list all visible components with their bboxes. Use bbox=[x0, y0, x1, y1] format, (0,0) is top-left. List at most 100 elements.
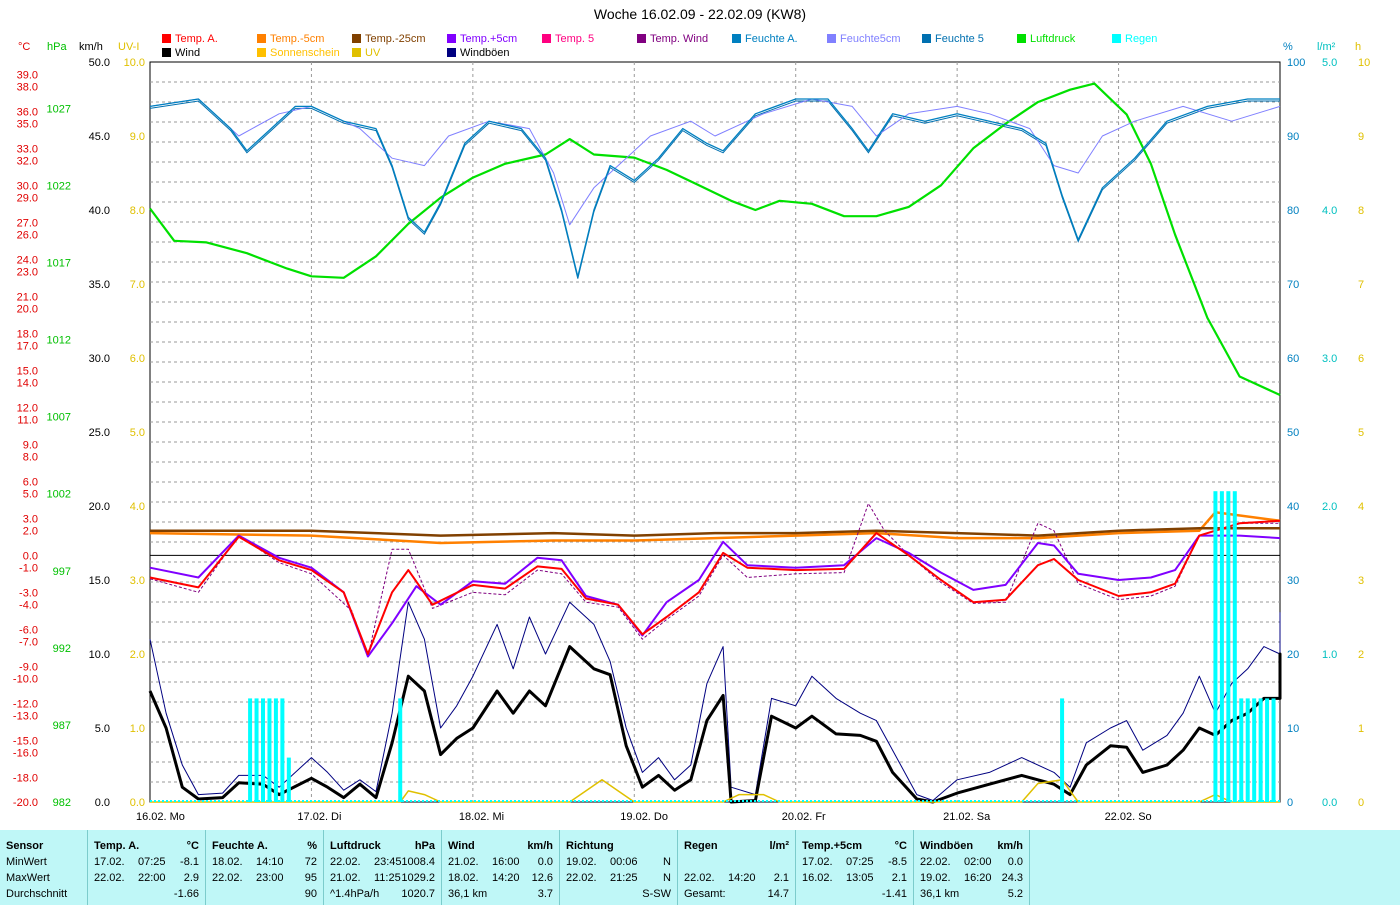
temp-tick-label: 11.0 bbox=[17, 415, 38, 427]
table-row: 17.02. 07:25 -8.1 bbox=[88, 854, 205, 870]
table-row: 17.02. 07:25 -8.5 bbox=[796, 854, 913, 870]
legend-label: Temp. 5 bbox=[555, 33, 595, 45]
legend-item: Windböen bbox=[447, 47, 510, 59]
table-cell: 1029.2 bbox=[401, 872, 435, 884]
wind-tick-label: 0.0 bbox=[95, 797, 110, 809]
rain-tick-label: 3.0 bbox=[1322, 353, 1337, 365]
table-cell: 23:45 bbox=[374, 856, 402, 868]
humidity-tick-label: 70 bbox=[1287, 279, 1299, 291]
temp-tick-label: 39.0 bbox=[17, 69, 38, 81]
series-temp-5cm bbox=[149, 510, 1281, 545]
series-feuchte5cm bbox=[149, 98, 1281, 226]
table-column: Regen l/m² 22.02. 14:20 2.1 Gesamt: 14.7 bbox=[678, 830, 796, 905]
table-cell: S-SW bbox=[642, 888, 671, 900]
legend-swatch bbox=[1112, 34, 1121, 43]
temp-tick-label: -10.0 bbox=[13, 674, 38, 686]
table-row: 22.02. 22:00 2.9 bbox=[88, 870, 205, 886]
table-row: 22.02. 14:20 2.1 bbox=[678, 870, 795, 886]
table-cell: -1.41 bbox=[881, 888, 907, 900]
table-cell: 36,1 km bbox=[920, 888, 960, 900]
plot-area bbox=[149, 61, 1281, 803]
table-cell: 2.1 bbox=[891, 872, 907, 884]
rain-bar bbox=[1226, 491, 1231, 802]
legend-item: Temp.+5cm bbox=[447, 33, 517, 45]
legend-item: Sonnenschein bbox=[257, 47, 340, 59]
temp-tick-label: 24.0 bbox=[17, 254, 38, 266]
temp-tick-label: 26.0 bbox=[17, 230, 38, 242]
table-row: 22.02. 23:00 95 bbox=[206, 870, 323, 886]
legend-item: Temp. Wind bbox=[637, 33, 708, 45]
table-column: Wind km/h 21.02. 16:00 0.0 18.02. 14:20 12.6 36,… bbox=[442, 830, 560, 905]
legend-label: Sonnenschein bbox=[270, 47, 340, 59]
legend-swatch bbox=[257, 34, 266, 43]
table-header-title: Temp.+5cm bbox=[802, 840, 863, 852]
legend-label: Windböen bbox=[460, 47, 510, 59]
uv-tick-label: 7.0 bbox=[130, 279, 145, 291]
humidity-tick-label: 0 bbox=[1287, 797, 1293, 809]
legend-item: UV bbox=[352, 47, 380, 59]
legend-item: Regen bbox=[1112, 33, 1157, 45]
table-row: 36,1 km 5.2 bbox=[914, 886, 1029, 902]
table-cell: 22.02. bbox=[920, 856, 951, 868]
table-cell: 16:20 bbox=[964, 872, 992, 884]
wind-tick-label: 30.0 bbox=[89, 353, 110, 365]
table-row: -1.41 bbox=[796, 886, 913, 902]
pressure-tick-label: 1007 bbox=[47, 412, 71, 424]
table-row: 90 bbox=[206, 886, 323, 902]
temp-tick-label: 12.0 bbox=[17, 402, 38, 414]
table-cell: 23:00 bbox=[256, 872, 284, 884]
table-cell: 13:05 bbox=[846, 872, 874, 884]
table-header: Wind km/h bbox=[442, 838, 559, 854]
sun-tick-label: 7 bbox=[1358, 279, 1364, 291]
table-cell: ^1.4hPa/h bbox=[330, 888, 380, 900]
statistics-table: Sensor MinWert MaxWert Durchschnitt Temp. A.… bbox=[0, 830, 1400, 905]
rain-bar bbox=[1271, 698, 1276, 802]
humidity-tick-label: 90 bbox=[1287, 131, 1299, 143]
table-row: 19.02. 16:20 24.3 bbox=[914, 870, 1029, 886]
temp-tick-label: 18.0 bbox=[17, 328, 38, 340]
table-cell: 21.02. bbox=[448, 856, 479, 868]
wind-tick-label: 35.0 bbox=[89, 279, 110, 291]
wind-axis-unit: km/h bbox=[79, 41, 103, 53]
rain-bar bbox=[1265, 698, 1270, 802]
uv-tick-label: 2.0 bbox=[130, 649, 145, 661]
legend-label: Temp. A. bbox=[175, 33, 218, 45]
table-cell: 95 bbox=[304, 872, 317, 884]
weather-chart: 39.038.036.035.033.032.030.029.027.026.0… bbox=[13, 41, 1370, 823]
x-tick-label: 17.02. Di bbox=[297, 811, 341, 823]
humidity-tick-label: 100 bbox=[1287, 57, 1305, 69]
table-header-title: Feuchte A. bbox=[212, 840, 268, 852]
pressure-tick-label: 987 bbox=[53, 720, 71, 732]
table-cell: 3.7 bbox=[537, 888, 553, 900]
temp-tick-label: 27.0 bbox=[17, 217, 38, 229]
series-temp-wind bbox=[149, 503, 1280, 657]
rain-bar bbox=[1239, 698, 1244, 802]
uv-tick-label: 4.0 bbox=[130, 501, 145, 513]
rain-bar bbox=[254, 698, 259, 802]
table-cell: 1008.4 bbox=[401, 856, 435, 868]
wind-tick-label: 45.0 bbox=[89, 131, 110, 143]
temp-tick-label: -13.0 bbox=[13, 711, 38, 723]
legend-swatch bbox=[1017, 34, 1026, 43]
temp-tick-label: 9.0 bbox=[23, 439, 38, 451]
table-cell: 5.2 bbox=[1007, 888, 1023, 900]
x-tick-label: 16.02. Mo bbox=[136, 811, 185, 823]
table-cell: Gesamt: bbox=[684, 888, 726, 900]
table-cell: 07:25 bbox=[846, 856, 874, 868]
temp-tick-label: 35.0 bbox=[17, 119, 38, 131]
table-header-title: Wind bbox=[448, 840, 475, 852]
table-header: Temp.+5cm °C bbox=[796, 838, 913, 854]
table-cell: 36,1 km bbox=[448, 888, 488, 900]
uv-tick-label: 9.0 bbox=[130, 131, 145, 143]
table-header-title: Sensor bbox=[6, 840, 44, 852]
table-cell: 02:00 bbox=[964, 856, 992, 868]
table-cell: 14:20 bbox=[492, 872, 520, 884]
temp-tick-label: 6.0 bbox=[23, 476, 38, 488]
rain-bar bbox=[267, 698, 272, 802]
table-cell: 07:25 bbox=[138, 856, 166, 868]
table-row: 19.02. 00:06 N bbox=[560, 854, 677, 870]
table-cell: 22.02. bbox=[330, 856, 361, 868]
rain-tick-label: 2.0 bbox=[1322, 501, 1337, 513]
table-cell: 17.02. bbox=[802, 856, 833, 868]
table-cell: MaxWert bbox=[6, 872, 50, 884]
